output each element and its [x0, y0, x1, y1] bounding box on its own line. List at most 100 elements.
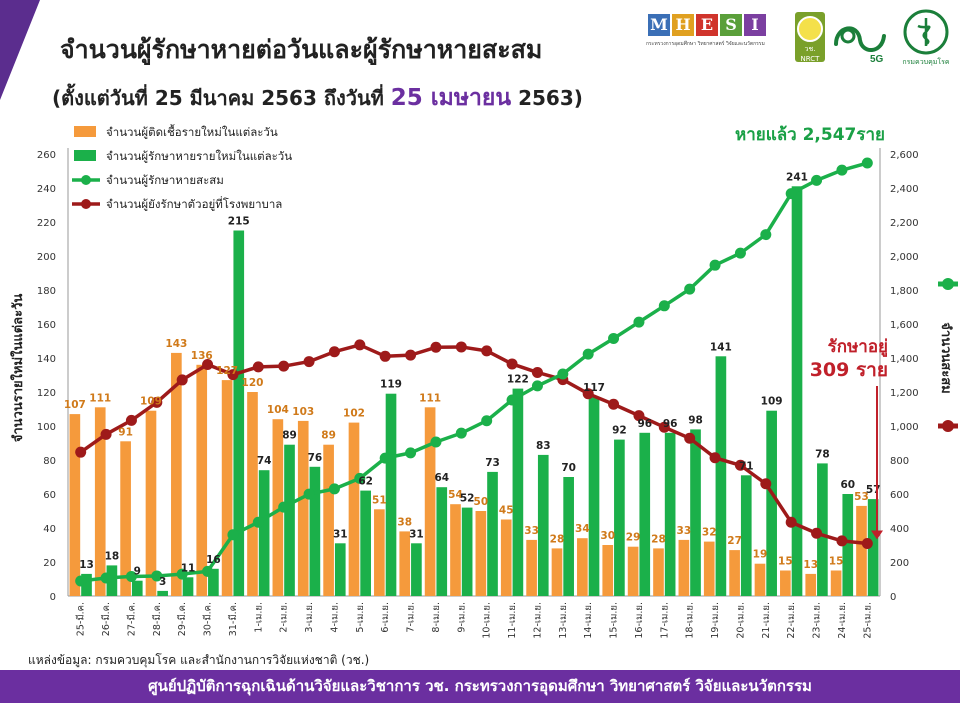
x-tick-label: 23-เม.ย. [812, 602, 823, 639]
bar-new-recovered [588, 397, 600, 596]
new-cases-data-label: 38 [397, 516, 412, 528]
bar-new-recovered [309, 466, 321, 596]
new-recovered-data-label: 16 [206, 554, 221, 566]
bar-new-cases [297, 420, 309, 596]
cumulative-recovered-point [785, 188, 797, 200]
new-cases-data-label: 103 [292, 406, 314, 418]
legend-swatch-dot [81, 175, 91, 185]
new-cases-data-label: 33 [524, 525, 539, 537]
x-tick-label: 5-เม.ย. [355, 602, 366, 633]
cumulative-recovered-point [760, 229, 772, 241]
cumulative-recovered-point [176, 568, 188, 580]
new-recovered-data-label: 74 [257, 455, 272, 467]
legend-label: จำนวนผู้รักษาหายรายใหม่ในแต่ละวัน [106, 149, 292, 163]
left-tick-label: 200 [37, 252, 56, 263]
x-tick-label: 17-เม.ย. [659, 602, 670, 639]
bar-new-cases [500, 519, 512, 596]
new-cases-data-label: 53 [854, 491, 869, 503]
in-hospital-point [227, 369, 239, 381]
bar-new-cases [830, 570, 842, 596]
new-cases-data-label: 136 [191, 350, 213, 362]
bar-new-cases [399, 531, 411, 596]
right-axis-recovered-swatch-dot [942, 278, 954, 290]
x-tick-label: 28-มี.ค. [151, 602, 163, 636]
new-cases-data-label: 50 [474, 496, 489, 508]
right-axis-hospital-swatch-dot [942, 420, 954, 432]
x-tick-label: 10-เม.ย. [482, 602, 493, 639]
new-recovered-data-label: 60 [840, 479, 855, 491]
right-tick-label: 1,800 [890, 286, 919, 297]
right-axis-title: จำนวนสะสม [938, 322, 954, 393]
bar-new-cases [69, 414, 81, 596]
new-recovered-data-label: 96 [663, 418, 678, 430]
mhesi-letter: H [672, 14, 694, 36]
new-recovered-data-label: 64 [434, 472, 449, 484]
nrct-logo: วช. NRCT [795, 12, 825, 63]
ddc-logo: กรมควบคุมโรค [902, 9, 950, 66]
x-tick-label: 24-เม.ย. [837, 602, 848, 639]
bar-new-cases [653, 548, 664, 596]
in-hospital-point [633, 410, 645, 422]
bar-new-cases [856, 505, 867, 596]
fiveg-text: 5G [870, 54, 884, 64]
cumulative-recovered-point [658, 300, 670, 312]
new-recovered-data-label: 11 [181, 562, 196, 574]
legend-swatch-bar [74, 126, 96, 137]
legend-label: จำนวนผู้ยังรักษาตัวอยู่ที่โรงพยาบาล [106, 196, 282, 211]
new-cases-data-label: 120 [242, 377, 264, 389]
legend-label: จำนวนผู้รักษาหายสะสม [106, 173, 224, 187]
data-source-note: แหล่งข้อมูล: กรมควบคุมโรค และสำนักงานการ… [28, 653, 370, 667]
in-hospital-point [125, 414, 137, 426]
x-tick-label: 12-เม.ย. [532, 602, 543, 639]
x-tick-label: 14-เม.ย. [583, 602, 594, 639]
new-cases-data-label: 28 [550, 533, 565, 545]
bar-new-recovered [867, 499, 879, 596]
cumulative-recovered-point [227, 529, 239, 541]
bar-new-recovered [766, 410, 777, 596]
cumulative-recovered-point [151, 570, 163, 582]
x-tick-label: 1-เม.ย. [253, 602, 264, 633]
cumulative-recovered-point [481, 415, 493, 427]
new-cases-data-label: 51 [372, 494, 387, 506]
bar-new-cases [627, 546, 639, 596]
x-tick-label: 13-เม.ย. [558, 602, 569, 639]
in-hospital-point [252, 361, 264, 373]
left-tick-label: 220 [37, 218, 56, 229]
bar-new-cases [424, 407, 436, 596]
new-cases-data-label: 127 [216, 365, 238, 377]
bar-new-recovered [740, 475, 752, 596]
new-recovered-data-label: 70 [561, 462, 576, 474]
bar-new-recovered [233, 230, 245, 596]
left-tick-label: 120 [37, 388, 56, 399]
cumulative-recovered-point [861, 157, 873, 169]
x-tick-label: 4-เม.ย. [329, 602, 340, 633]
new-recovered-data-label: 71 [739, 460, 754, 472]
mhesi-letter: I [744, 14, 766, 36]
right-tick-label: 2,200 [890, 218, 919, 229]
new-cases-data-label: 30 [600, 530, 615, 542]
bar-new-cases [754, 563, 766, 596]
right-tick-label: 800 [890, 456, 909, 467]
new-cases-data-label: 34 [575, 523, 590, 535]
bar-new-recovered [131, 580, 143, 596]
new-cases-data-label: 15 [829, 556, 844, 568]
page-title: จำนวนผู้รักษาหายต่อวันและผู้รักษาหายสะสม [60, 35, 543, 64]
subtitle-suffix: 2563) [518, 86, 583, 110]
bar-new-cases [171, 352, 182, 596]
bar-new-cases [323, 444, 334, 596]
bar-new-cases [729, 550, 740, 596]
x-tick-label: 20-เม.ย. [735, 602, 746, 639]
new-recovered-data-label: 117 [583, 382, 605, 394]
bar-new-recovered [461, 507, 473, 596]
left-tick-label: 140 [37, 354, 56, 365]
x-tick-label: 16-เม.ย. [634, 602, 645, 639]
in-hospital-point [785, 516, 797, 528]
right-tick-label: 1,200 [890, 388, 919, 399]
left-tick-label: 60 [43, 490, 56, 501]
mhesi-letter: E [696, 14, 718, 36]
x-tick-label: 15-เม.ย. [609, 602, 620, 639]
in-hospital-callout-line2: 309 ราย [810, 359, 888, 381]
new-recovered-data-label: 62 [358, 476, 373, 488]
new-recovered-data-label: 109 [761, 396, 783, 408]
